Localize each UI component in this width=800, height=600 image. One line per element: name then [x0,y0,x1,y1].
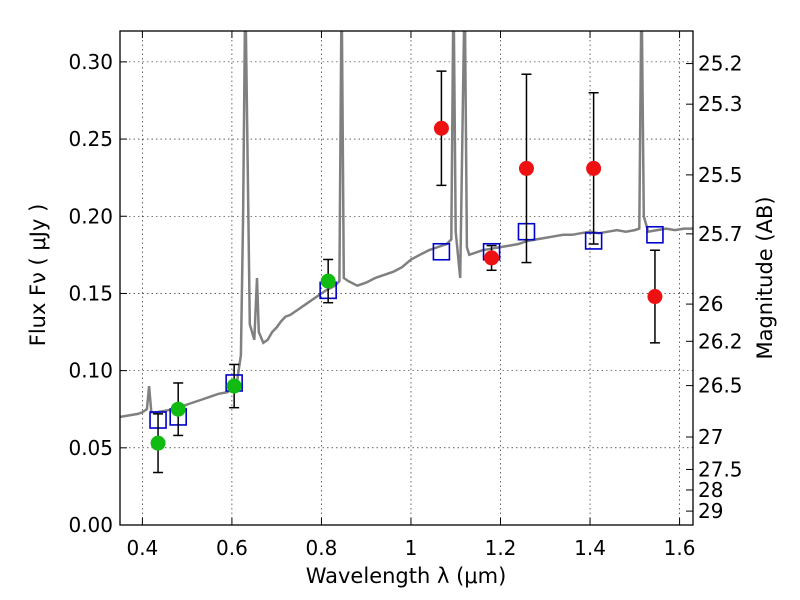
optical-data-point [150,435,166,451]
plot-area [120,31,693,525]
mag-tick-label: 27 [698,425,723,449]
y-tick-label: 0.15 [68,281,113,305]
x-tick-label: 1.2 [485,536,517,560]
mag-tick-label: 25.5 [698,163,743,187]
y-tick-label: 0.05 [68,436,113,460]
y-tick-label: 0.20 [68,204,113,228]
ticks: 0.4 0.6 0.8 1 1.2 1.4 1.6 0.00 0.05 0.10 0.15 0.20 0… [68,31,743,560]
nir-data-point [484,250,500,266]
mag-tick-label: 25.2 [698,52,743,76]
optical-data-point [320,273,336,289]
optical-data-point [226,378,242,394]
plot-content [120,31,693,474]
nir-data-point [433,120,449,136]
mag-tick-label: 26.2 [698,329,743,353]
plot-frame [119,30,694,526]
y-axis-label: Flux Fν ( μJy ) [26,204,50,347]
mag-tick-label: 27.5 [698,457,743,481]
y-tick-label: 0.00 [68,513,113,537]
mag-tick-label: 26 [698,292,723,316]
y-tick-label: 0.30 [68,50,113,74]
y2-axis-label: Magnitude (AB) [753,196,777,359]
y-tick-label: 0.10 [68,359,113,383]
x-tick-label: 1.4 [574,536,606,560]
mag-tick-label: 28 [698,478,723,502]
x-tick-label: 1.6 [664,536,696,560]
x-tick-label: 1 [405,536,418,560]
nir-data-point [647,289,663,305]
x-axis-label: Wavelength λ (μm) [306,564,507,588]
nir-data-point [518,160,534,176]
mag-tick-label: 25.3 [698,92,743,116]
mag-tick-label: 25.7 [698,222,743,246]
y-tick-label: 0.25 [68,127,113,151]
markers [149,70,664,474]
mag-tick-label: 26.5 [698,374,743,398]
model-photometry-square [646,225,664,244]
optical-data-point [170,401,186,417]
nir-data-point [586,160,602,176]
mag-tick-label: 29 [698,499,723,523]
x-tick-label: 0.6 [216,536,248,560]
x-tick-label: 0.8 [306,536,338,560]
x-tick-label: 0.4 [126,536,158,560]
model-photometry-square [432,242,451,261]
grid [120,31,693,526]
